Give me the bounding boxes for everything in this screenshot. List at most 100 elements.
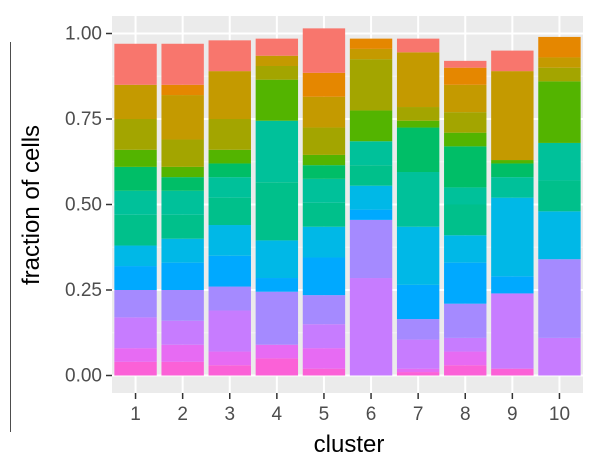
bar-segment — [491, 177, 534, 198]
bar-segment — [114, 43, 157, 85]
bar-segment — [302, 368, 346, 376]
bar-segment — [161, 344, 204, 362]
bar-segment — [444, 132, 487, 147]
bar-segment — [396, 120, 440, 128]
bar-segment — [208, 365, 251, 376]
bar-segment — [255, 291, 299, 345]
bar-segment — [208, 149, 251, 164]
bar-segment — [538, 259, 581, 338]
y-tick-label: 0.50 — [65, 195, 102, 216]
bar-segment — [208, 40, 251, 72]
y-tick-label: 1.00 — [65, 24, 102, 45]
bar-segment — [161, 190, 204, 215]
bar-segment — [114, 290, 157, 318]
bar-segment — [255, 38, 299, 56]
bar-segment — [444, 351, 487, 366]
bar-segment — [161, 262, 204, 290]
bar-segment — [491, 160, 534, 164]
bar-segment — [538, 180, 581, 212]
bar-segment — [349, 110, 393, 142]
bar-segment — [208, 310, 251, 352]
bar-segment — [208, 71, 251, 119]
bar-segment — [114, 361, 157, 376]
bar-segment — [255, 278, 299, 292]
bar-segment — [349, 209, 393, 220]
x-tick-label: 10 — [549, 404, 570, 425]
bar-segment — [114, 166, 157, 191]
bar-segment — [444, 187, 487, 205]
bar-segment — [396, 339, 440, 369]
bar-segment — [161, 320, 204, 345]
bar-segment — [396, 372, 440, 376]
bar-segment — [538, 81, 581, 143]
x-tick-label: 2 — [177, 404, 188, 425]
bar-segment — [302, 226, 346, 258]
bar-segment — [208, 177, 251, 198]
bar-segment — [161, 95, 204, 140]
bar-segment — [161, 177, 204, 191]
x-tick-label: 1 — [130, 404, 141, 425]
bar-segment — [349, 219, 393, 279]
bar-segment — [444, 365, 487, 376]
bar-segment — [396, 284, 440, 320]
bar-segment — [396, 319, 440, 340]
bar-segment — [349, 48, 393, 60]
bar-segment — [538, 67, 581, 82]
bar-segment — [255, 55, 299, 66]
x-tick-label: 3 — [224, 404, 235, 425]
bar-segment — [349, 278, 393, 376]
bar-segment — [538, 142, 581, 181]
bar-segment — [114, 190, 157, 215]
bar-segment — [114, 214, 157, 246]
x-tick-label: 5 — [319, 404, 330, 425]
bar-segment — [161, 361, 204, 376]
bar-segment — [255, 65, 299, 80]
y-axis: 0.00 0.25 0.50 0.75 1.00 — [65, 24, 112, 387]
bar-segment — [208, 351, 251, 366]
y-axis-title: fraction of cells — [18, 125, 45, 285]
bar-segment — [114, 119, 157, 150]
bar-segment — [349, 38, 393, 49]
bar-segment — [302, 154, 346, 166]
bar-segment — [444, 235, 487, 263]
x-tick-label: 8 — [460, 404, 471, 425]
bar-segment — [208, 119, 251, 150]
bar-segment — [302, 348, 346, 369]
bar-segment — [396, 127, 440, 173]
bar-segment — [302, 202, 346, 227]
bar-segment — [161, 214, 204, 239]
bar-segment — [114, 84, 157, 119]
bar-segment — [161, 238, 204, 263]
bar-segment — [302, 165, 346, 179]
bar-segment — [396, 172, 440, 227]
bar-segment — [255, 240, 299, 279]
bar-segment — [161, 290, 204, 321]
y-tick-label: 0.25 — [65, 280, 102, 301]
bar-segment — [491, 368, 534, 376]
bar-segment — [444, 204, 487, 236]
x-tick-label: 9 — [507, 404, 518, 425]
bar-segment — [538, 211, 581, 260]
bars — [114, 28, 581, 376]
bar-segment — [302, 127, 346, 155]
bar-segment — [208, 286, 251, 311]
x-tick-label: 4 — [272, 404, 283, 425]
bar-segment — [349, 185, 393, 210]
bar-segment — [302, 257, 346, 296]
bar-segment — [396, 52, 440, 108]
bar-segment — [161, 139, 204, 167]
bar-segment — [114, 348, 157, 362]
bar-segment — [491, 163, 534, 178]
bar-segment — [349, 141, 393, 166]
bar-segment — [444, 84, 487, 113]
bar-segment — [161, 43, 204, 85]
bar-segment — [396, 38, 440, 53]
bar-segment — [208, 197, 251, 226]
y-tick-label: 0.75 — [65, 109, 102, 130]
bar-segment — [302, 295, 346, 325]
x-axis-title: cluster — [314, 431, 385, 458]
x-axis: 1 2 3 4 5 6 7 8 9 10 — [130, 393, 570, 425]
bar-segment — [396, 368, 440, 373]
bar-segment — [302, 28, 346, 73]
bar-segment — [161, 166, 204, 178]
